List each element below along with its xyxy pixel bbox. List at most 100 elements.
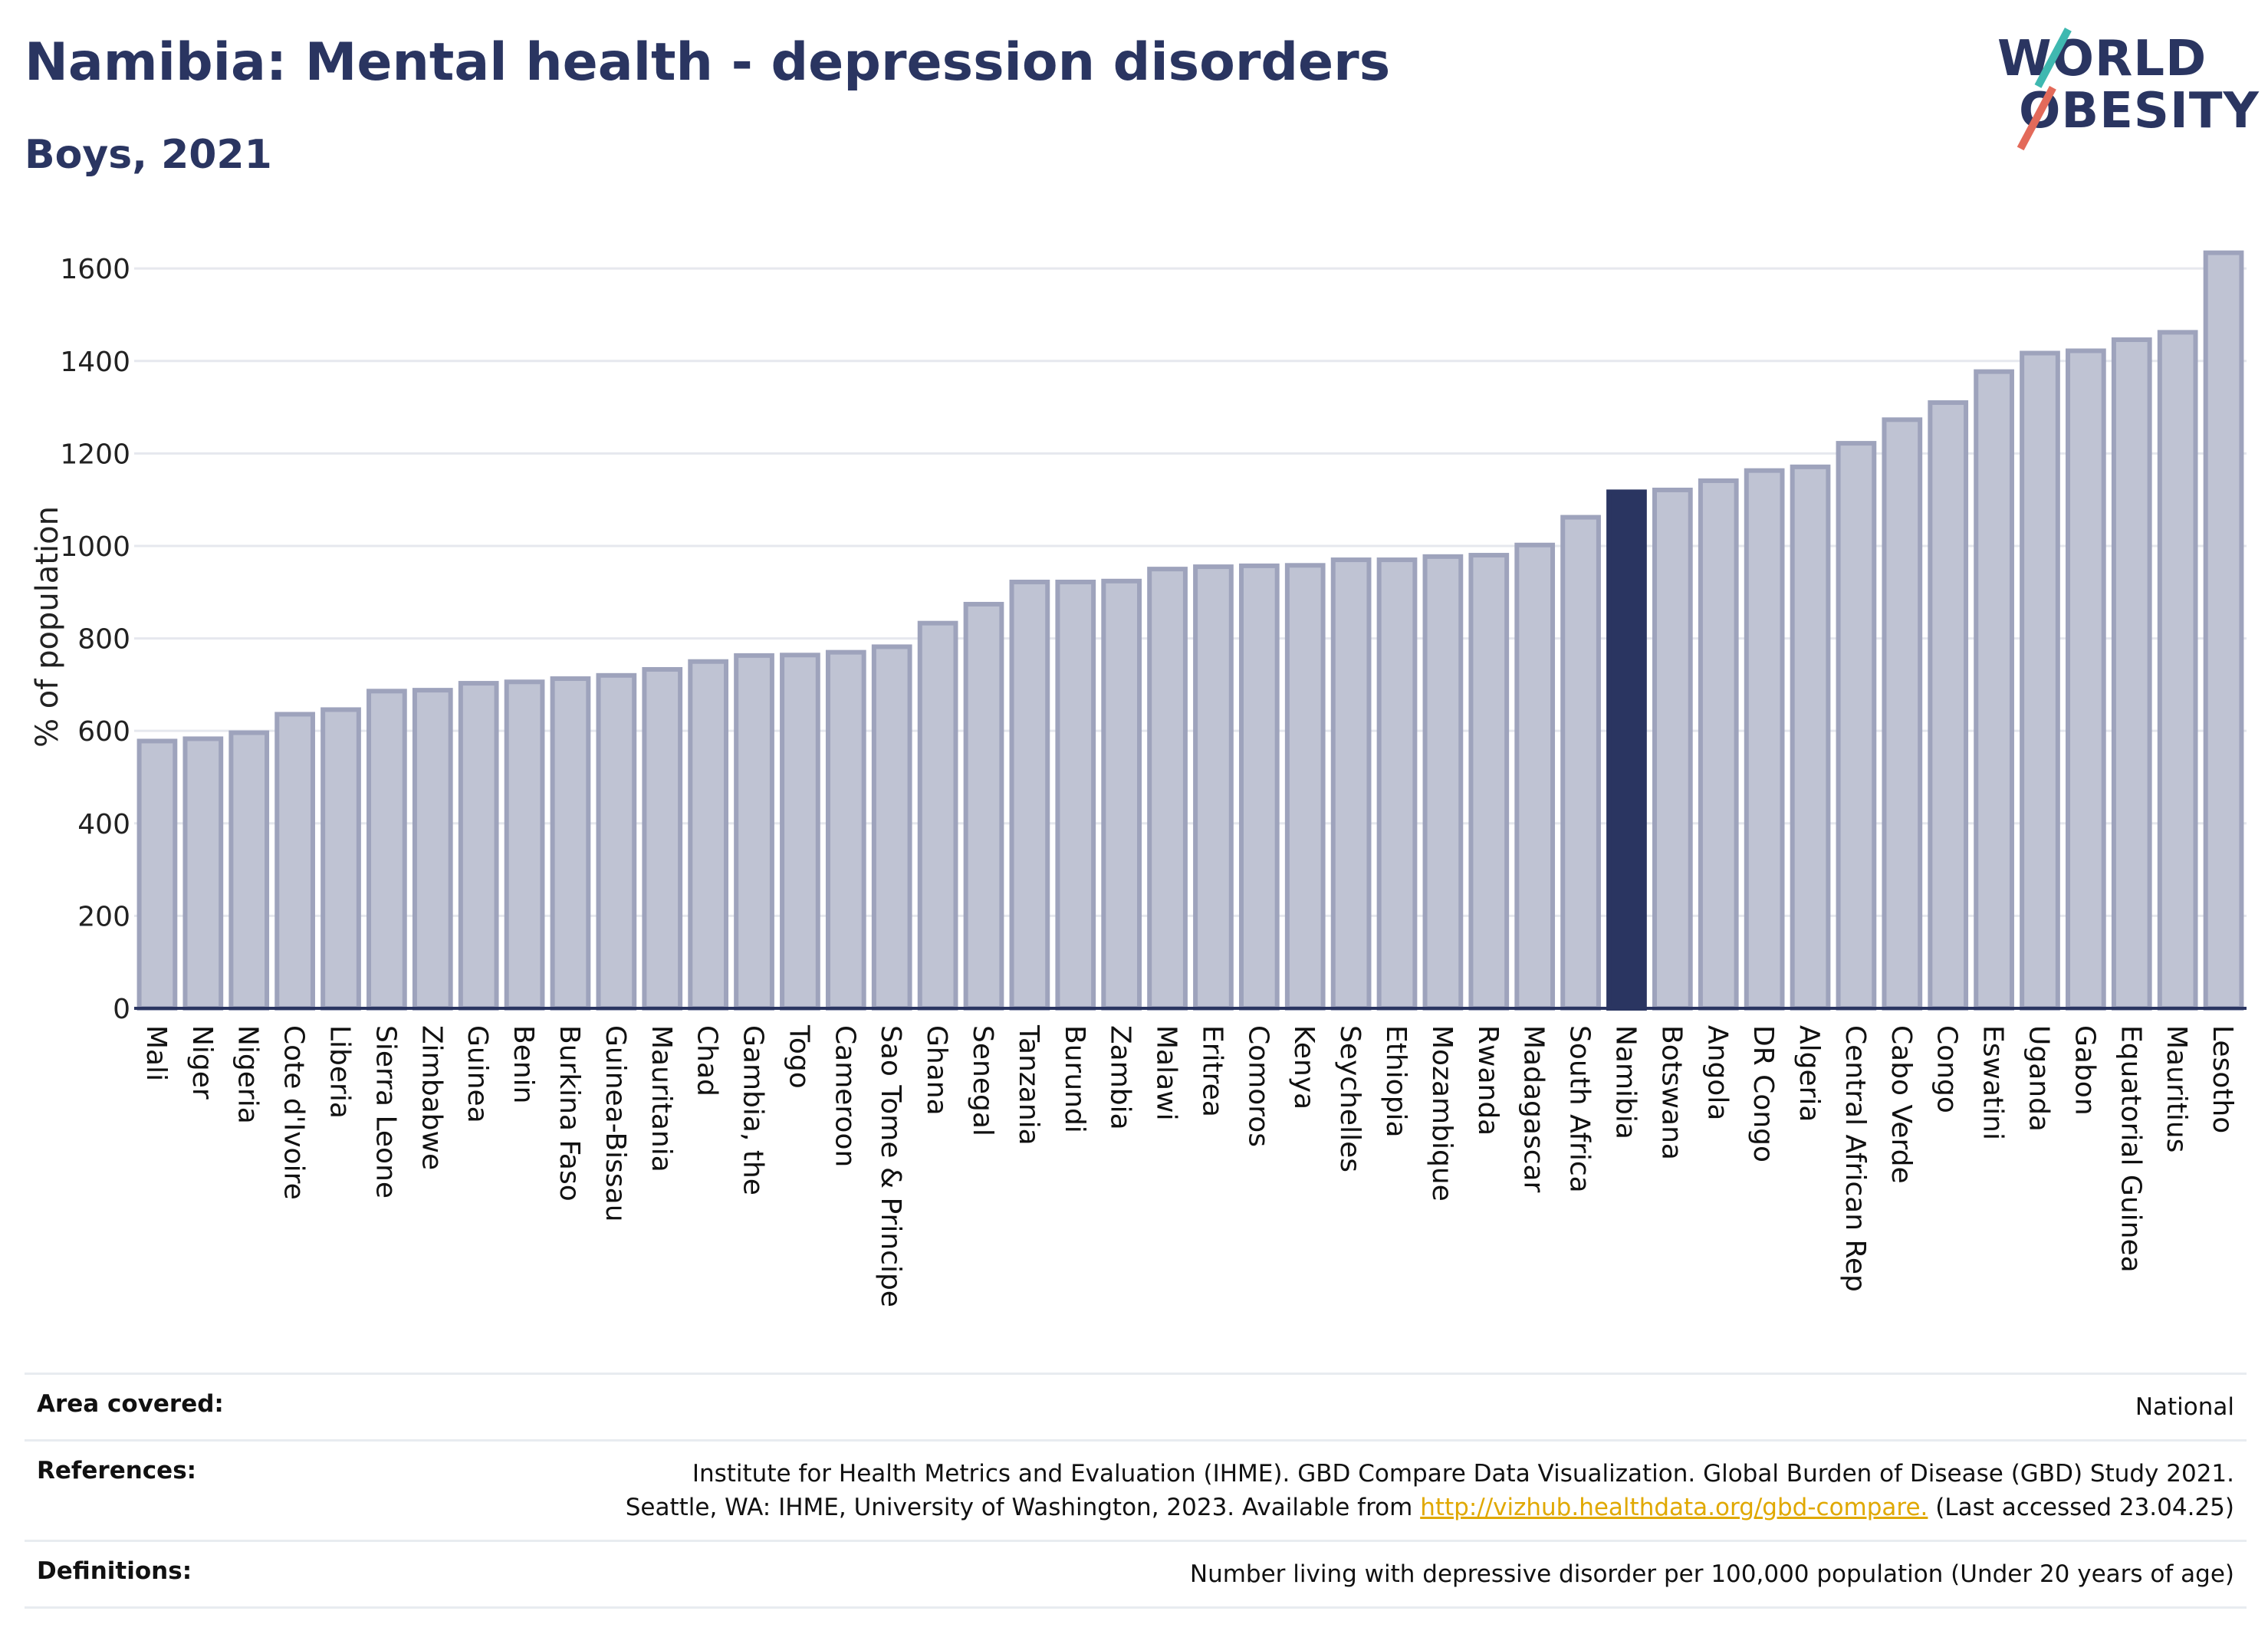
area-label: Area covered: <box>37 1390 224 1418</box>
x-tick-label: Congo <box>1931 1025 1963 1113</box>
x-tick-label: Comoros <box>1242 1025 1274 1147</box>
bar-namibia <box>1606 489 1647 1011</box>
x-tick-label: Burundi <box>1059 1025 1090 1133</box>
definitions-value: Number living with depressive disorder p… <box>1189 1560 2234 1588</box>
world-obesity-logo: WORLD OBESITY <box>1997 28 2259 161</box>
x-tick-label: Cabo Verde <box>1885 1025 1917 1184</box>
x-tick-label: Malawi <box>1151 1025 1182 1121</box>
x-tick-label: Zimbabwe <box>416 1025 447 1170</box>
bar-chart: 0 200 400 600 800 1000 1200 1400 1600 % of popula… <box>30 250 2247 1307</box>
bar-senegal <box>963 601 1004 1011</box>
x-tick-label: Equatorial Guinea <box>2115 1025 2146 1273</box>
x-tick-label: Seychelles <box>1334 1025 1366 1172</box>
bar-dr-congo <box>1744 468 1785 1011</box>
bar-angola <box>1698 478 1739 1011</box>
x-tick-label: Namibia <box>1609 1025 1641 1139</box>
x-tick-label: Mauritius <box>2161 1025 2192 1152</box>
definitions-label: Definitions: <box>37 1557 192 1585</box>
bar-burkina-faso <box>550 676 591 1011</box>
bar-cabo-verde <box>1882 417 1923 1011</box>
x-tick-label: DR Congo <box>1747 1025 1779 1162</box>
bar-benin <box>504 679 545 1011</box>
bar-seychelles <box>1330 557 1372 1011</box>
bar-malawi <box>1147 567 1188 1011</box>
y-axis-label: % of population <box>30 506 65 748</box>
bar-kenya <box>1284 563 1326 1011</box>
area-value: National <box>2135 1393 2234 1421</box>
bar-uganda <box>2020 350 2060 1011</box>
page-subtitle: Boys, 2021 <box>25 132 272 178</box>
bar-rwanda <box>1468 553 1510 1011</box>
bar-lesotho <box>2203 250 2244 1011</box>
x-tick-label: Rwanda <box>1472 1025 1504 1136</box>
x-tick-label: Senegal <box>967 1025 998 1136</box>
bar-burundi <box>1055 580 1096 1011</box>
bar-sierra-leone <box>366 689 407 1011</box>
references-link[interactable]: http://vizhub.healthdata.org/gbd-compare… <box>1420 1494 1928 1521</box>
y-tick-label: 600 <box>77 716 130 748</box>
x-tick-label: Mauritania <box>646 1025 677 1172</box>
bar-central-african-rep <box>1836 441 1877 1011</box>
y-tick-label: 200 <box>77 901 130 932</box>
bar-mauritania <box>642 666 683 1011</box>
x-tick-label: Eritrea <box>1196 1025 1228 1117</box>
x-tick-label: Uganda <box>2023 1025 2054 1132</box>
bar-comoros <box>1238 563 1280 1011</box>
y-tick-label: 1200 <box>60 439 130 470</box>
bar-cote-d-ivoire <box>274 712 315 1011</box>
bar-togo <box>780 653 820 1011</box>
x-tick-label: Mozambique <box>1426 1025 1458 1202</box>
logo-word-2: OBESITY <box>2019 83 2260 140</box>
y-tick-label: 0 <box>113 994 130 1025</box>
references-line-1: Institute for Health Metrics and Evaluat… <box>692 1460 2234 1488</box>
y-tick-label: 400 <box>77 809 130 840</box>
bar-tanzania <box>1009 580 1050 1011</box>
y-tick-label: 1600 <box>60 254 130 285</box>
bar-sao-tome-principe <box>871 644 912 1011</box>
x-tick-label: Nigeria <box>232 1025 264 1124</box>
x-tick-label: Burkina Faso <box>554 1025 585 1202</box>
bar-mauritius <box>2157 330 2198 1011</box>
bar-congo <box>1928 400 1969 1011</box>
bar-guinea-bissau <box>596 672 637 1011</box>
references-line-2-post: (Last accessed 23.04.25) <box>1928 1494 2234 1521</box>
x-tick-label: Lesotho <box>2207 1025 2238 1133</box>
bar-chad <box>688 659 728 1011</box>
bar-mozambique <box>1422 554 1464 1011</box>
x-tick-label: Chad <box>692 1025 723 1096</box>
x-tick-label: Madagascar <box>1518 1025 1550 1193</box>
bar-gabon <box>2066 348 2106 1011</box>
bar-zimbabwe <box>412 688 453 1011</box>
x-tick-label: Cote d'Ivoire <box>278 1025 310 1200</box>
references-line-2-pre: Seattle, WA: IHME, University of Washing… <box>625 1494 1421 1521</box>
x-tick-label: Togo <box>783 1024 814 1089</box>
bar-guinea <box>458 681 499 1011</box>
bar-ghana <box>917 620 958 1011</box>
x-tick-label: Angola <box>1701 1025 1733 1120</box>
bar-niger <box>182 736 224 1011</box>
x-tick-label: Benin <box>508 1025 539 1103</box>
bar-madagascar <box>1514 542 1556 1011</box>
info-row-area: Area covered: National <box>25 1373 2247 1439</box>
x-tick-label: Botswana <box>1655 1025 1687 1160</box>
x-tick-label: Central African Rep <box>1839 1025 1871 1292</box>
x-tick-label: Niger <box>186 1025 218 1100</box>
page-title: Namibia: Mental health - depression diso… <box>25 32 1391 93</box>
x-tick-label: Kenya <box>1288 1025 1320 1110</box>
bar-algeria <box>1790 464 1831 1011</box>
bar-eritrea <box>1193 564 1234 1011</box>
info-row-definitions: Definitions: Number living with depressi… <box>25 1540 2247 1609</box>
bar-mali <box>136 738 178 1011</box>
x-tick-label: South Africa <box>1564 1025 1596 1193</box>
bar-gambia-the <box>734 653 774 1011</box>
references-value: Institute for Health Metrics and Evaluat… <box>626 1457 2234 1524</box>
bar-liberia <box>320 707 361 1011</box>
bar-south-africa <box>1560 515 1601 1011</box>
x-tick-label: Sierra Leone <box>370 1025 401 1198</box>
bar-cameroon <box>825 649 866 1011</box>
x-tick-label: Zambia <box>1105 1025 1136 1130</box>
x-tick-label: Guinea <box>462 1025 493 1123</box>
y-tick-label: 1000 <box>60 531 130 563</box>
x-tick-label: Sao Tome & Principe <box>875 1025 906 1307</box>
